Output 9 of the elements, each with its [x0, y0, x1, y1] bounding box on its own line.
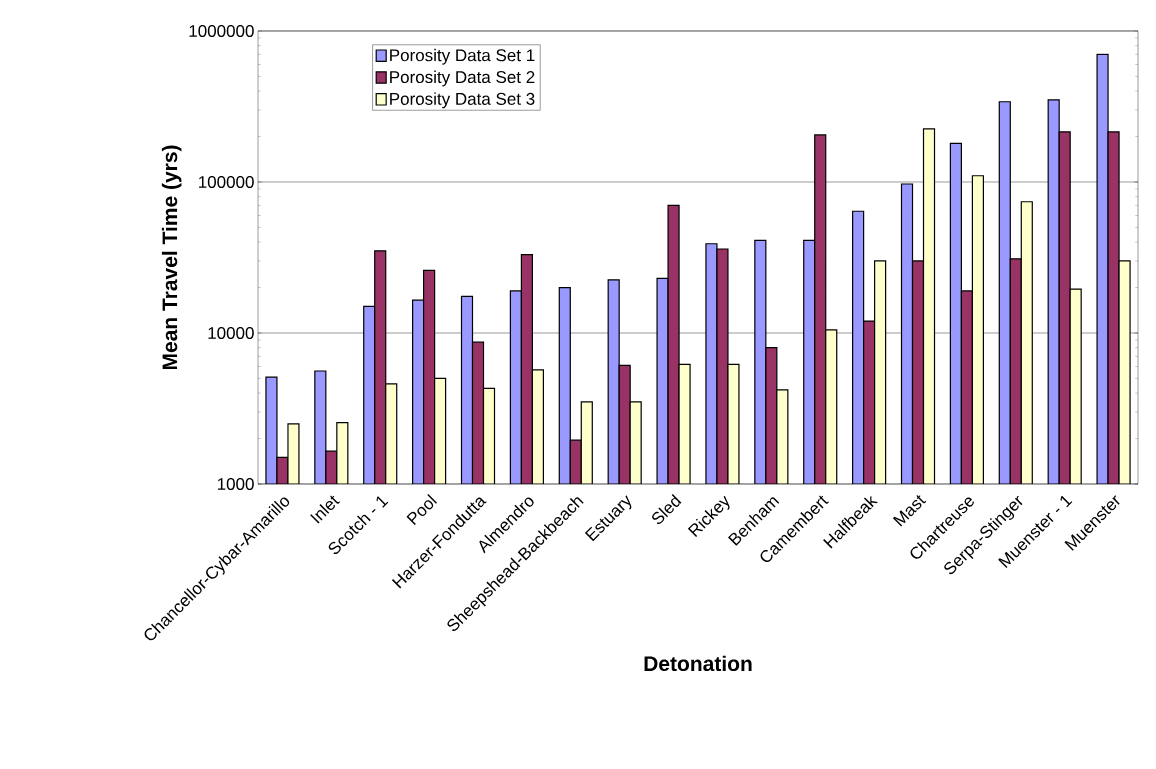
y-axis-title: Mean Travel Time (yrs)	[161, 145, 182, 370]
x-axis-title: Detonation	[644, 655, 752, 672]
y-tick-label: 10000	[208, 326, 254, 340]
legend-label: Porosity Data Set 1	[390, 48, 535, 65]
legend-label: Porosity Data Set 3	[390, 92, 535, 109]
y-tick-label: 1000	[217, 477, 254, 491]
y-tick-label: 100000	[199, 175, 254, 189]
y-tick-label: 1000000	[189, 24, 254, 38]
legend-label: Porosity Data Set 2	[390, 70, 535, 87]
